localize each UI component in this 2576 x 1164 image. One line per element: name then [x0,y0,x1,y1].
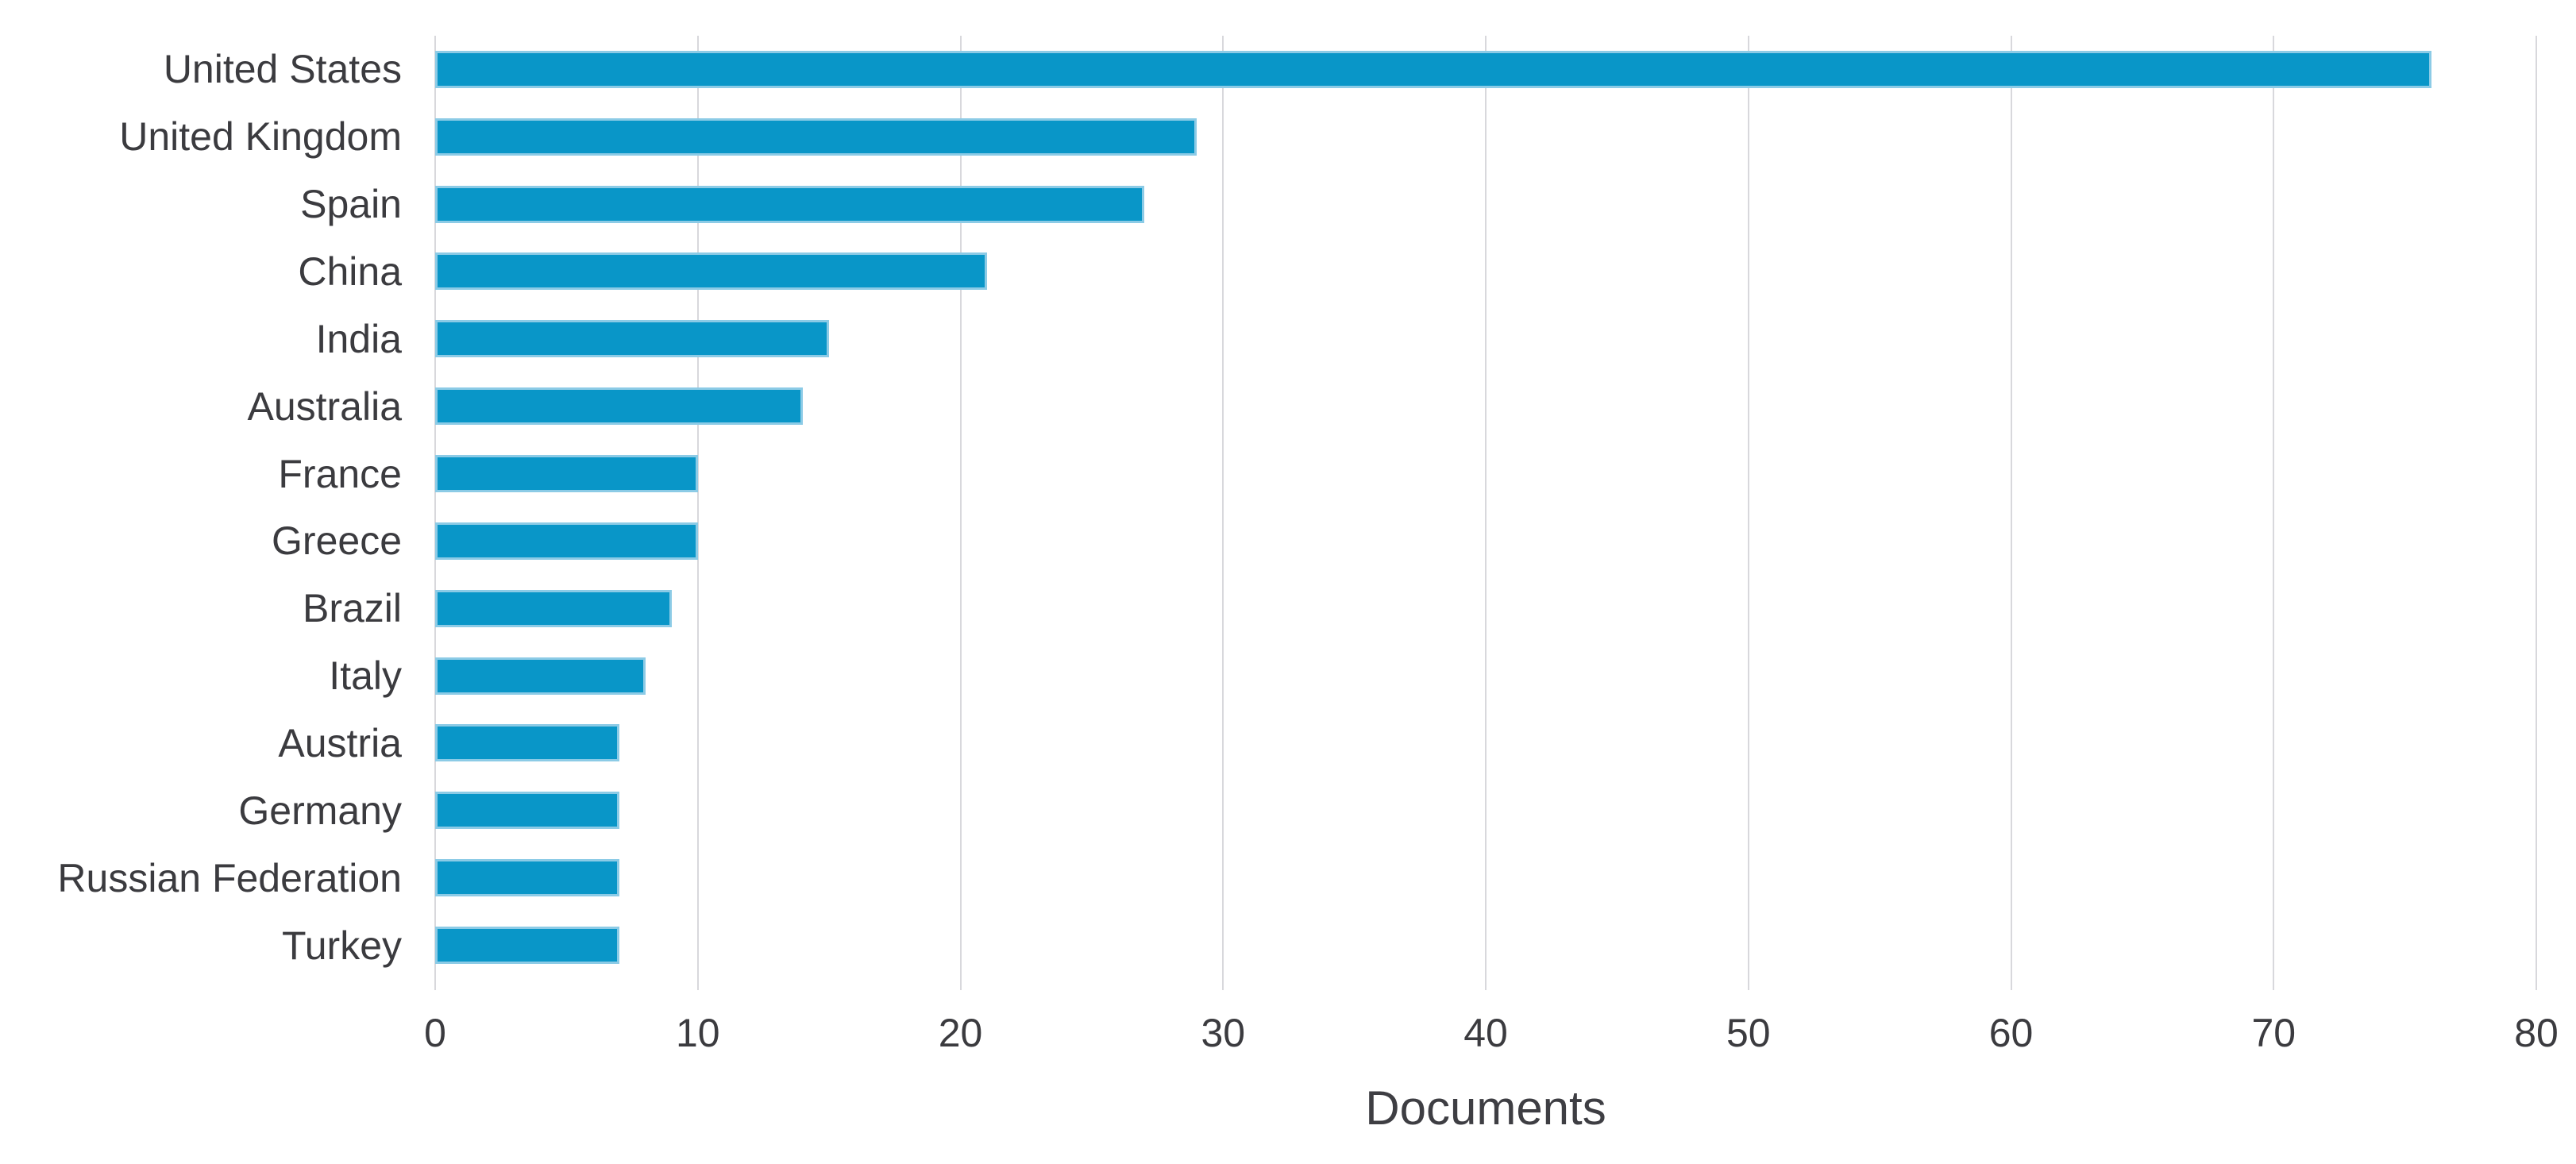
bar-greece[interactable] [435,522,698,560]
label-band-turkey: Turkey [0,912,402,979]
x-tick-label-60: 60 [1988,1011,2034,1055]
x-axis-tick-labels: 0 10 20 30 40 50 60 70 80 [424,1011,2559,1061]
gridline-30 [1222,36,1224,990]
label-band-spain: Spain [0,171,402,238]
bar-united-kingdom[interactable] [435,118,1197,156]
label-band-austria: Austria [0,710,402,777]
plot-area [434,36,2537,990]
bar-australia[interactable] [435,387,804,426]
bar-band-germany [435,777,2536,844]
category-label-italy: Italy [329,653,402,699]
gridline-50 [1747,36,1749,990]
bar-india[interactable] [435,320,830,358]
x-tick-label-80: 80 [2514,1011,2559,1055]
bar-united-states[interactable] [435,50,2431,88]
bar-brazil[interactable] [435,589,672,627]
category-label-russian-federation: Russian Federation [57,855,402,900]
category-label-australia: Australia [247,384,402,429]
x-tick-label-70: 70 [2251,1011,2296,1055]
x-tick-label-40: 40 [1463,1011,1508,1055]
bar-band-china [435,238,2536,306]
gridline-70 [2273,36,2275,990]
y-axis-labels: United States United Kingdom Spain China Ind… [0,36,402,979]
bar-band-italy [435,642,2536,710]
label-band-germany: Germany [0,777,402,844]
category-label-france: France [278,451,402,496]
bar-germany[interactable] [435,792,619,830]
x-axis-title: Documents [1365,1081,1606,1135]
category-label-brazil: Brazil [302,586,402,631]
label-band-united-kingdom: United Kingdom [0,103,402,171]
label-band-russian-federation: Russian Federation [0,844,402,912]
category-label-germany: Germany [238,788,402,833]
bar-band-brazil [435,575,2536,642]
label-band-india: India [0,305,402,372]
category-label-india: India [315,316,402,361]
category-label-spain: Spain [300,182,402,227]
bar-band-india [435,305,2536,372]
bar-band-turkey [435,912,2536,979]
label-band-australia: Australia [0,372,402,440]
label-band-italy: Italy [0,642,402,710]
gridline-20 [959,36,962,990]
bar-band-australia [435,372,2536,440]
bar-band-france [435,440,2536,507]
category-label-united-states: United States [163,47,402,92]
bar-spain[interactable] [435,185,1145,223]
bar-austria[interactable] [435,724,619,762]
gridline-0 [434,36,436,990]
bar-russian-federation[interactable] [435,859,619,897]
category-label-greece: Greece [272,518,402,564]
x-tick-label-30: 30 [1201,1011,1246,1055]
x-tick-label-10: 10 [675,1011,720,1055]
category-label-turkey: Turkey [282,923,402,968]
label-band-brazil: Brazil [0,575,402,642]
label-band-china: China [0,238,402,306]
bar-france[interactable] [435,455,698,493]
bar-band-russian-federation [435,844,2536,912]
x-tick-label-50: 50 [1726,1011,1771,1055]
bar-band-spain [435,171,2536,238]
bar-band-greece [435,507,2536,575]
x-tick-label-0: 0 [424,1011,446,1055]
category-label-united-kingdom: United Kingdom [119,114,402,160]
label-band-greece: Greece [0,507,402,575]
category-label-austria: Austria [278,720,402,765]
bar-china[interactable] [435,252,987,291]
bar-band-austria [435,710,2536,777]
bar-band-united-states [435,36,2536,103]
gridline-10 [696,36,699,990]
label-band-france: France [0,440,402,507]
bar-italy[interactable] [435,657,646,695]
gridline-40 [1485,36,1487,990]
gridline-80 [2536,36,2537,990]
bar-band-united-kingdom [435,103,2536,171]
bar-turkey[interactable] [435,927,619,965]
label-band-united-states: United States [0,36,402,103]
gridline-60 [2010,36,2012,990]
x-tick-label-20: 20 [938,1011,983,1055]
category-label-china: China [298,249,402,294]
